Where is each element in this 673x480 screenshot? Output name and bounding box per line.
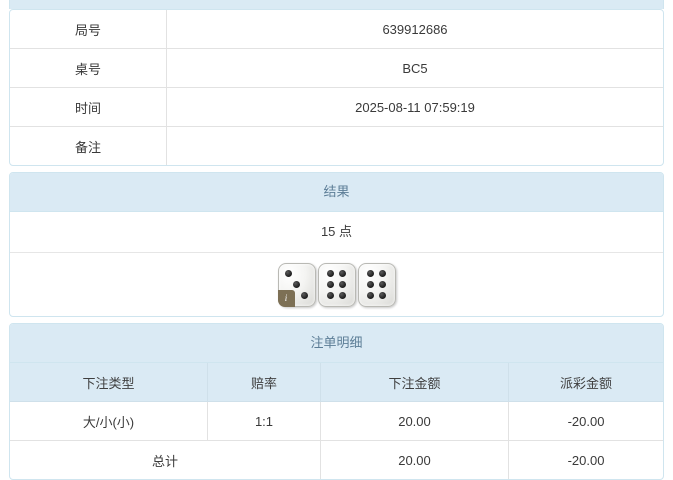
- dice-pip: [285, 270, 292, 278]
- table-row: 备注: [10, 126, 663, 165]
- cell-total-label: 总计: [10, 440, 321, 479]
- dice-pip: [301, 291, 308, 299]
- cell-total-payout: -20.00: [508, 440, 663, 479]
- result-points-text: 15 点: [10, 212, 663, 253]
- result-panel: 结果 15 点 i: [9, 172, 664, 317]
- dice-pip: [379, 280, 386, 288]
- table-row: 大/小(小) 1:1 20.00 -20.00: [10, 401, 663, 441]
- dice-pip: [367, 291, 374, 299]
- dice-pip: [327, 280, 334, 288]
- table-header-row: 下注类型 赔率 下注金额 派彩金额: [10, 363, 663, 402]
- dice-pip: [379, 291, 386, 299]
- info-value-round-no: 639912686: [166, 10, 663, 49]
- dice-pip: [327, 270, 334, 278]
- result-section-title: 结果: [10, 173, 663, 212]
- dice-pip: [293, 280, 300, 288]
- info-label-table-no: 桌号: [10, 48, 167, 88]
- table-row: 时间 2025-08-11 07:59:19: [10, 87, 663, 127]
- dice-pip: [327, 291, 334, 299]
- table-row: 桌号 BC5: [10, 48, 663, 88]
- column-header-bet-type: 下注类型: [10, 363, 208, 402]
- info-badge-icon[interactable]: i: [277, 289, 295, 307]
- bet-detail-panel: 注单明细 下注类型 赔率 下注金额 派彩金额 大/小(小) 1:1 20.00 …: [9, 323, 664, 480]
- dice-pip: [367, 280, 374, 288]
- cell-bet-type: 大/小(小): [10, 401, 208, 441]
- dice-icon: i: [277, 262, 316, 307]
- info-value-table-no: BC5: [166, 48, 663, 88]
- cell-payout: -20.00: [508, 401, 663, 441]
- bet-section-title: 注单明细: [10, 324, 663, 363]
- dice-icon: [317, 262, 356, 307]
- column-header-payout: 派彩金额: [508, 363, 663, 402]
- dice-pip: [339, 270, 346, 278]
- dice-pip: [339, 291, 346, 299]
- dice-container: i: [10, 253, 663, 316]
- round-info-panel: 局号 639912686 桌号 BC5 时间 2025-08-11 07:59:…: [9, 9, 664, 166]
- cell-odds: 1:1: [207, 401, 321, 441]
- dice-pip: [367, 270, 374, 278]
- info-value-remark: [166, 126, 663, 165]
- info-label-remark: 备注: [10, 126, 167, 165]
- info-label-round-no: 局号: [10, 10, 167, 49]
- cell-stake: 20.00: [320, 401, 509, 441]
- dice-pip: [379, 270, 386, 278]
- table-row: 局号 639912686: [10, 10, 663, 49]
- bet-detail-table: 下注类型 赔率 下注金额 派彩金额 大/小(小) 1:1 20.00 -20.0…: [10, 363, 663, 479]
- bet-result-page: 局号 639912686 桌号 BC5 时间 2025-08-11 07:59:…: [9, 0, 664, 480]
- info-value-time: 2025-08-11 07:59:19: [166, 87, 663, 127]
- cell-total-stake: 20.00: [320, 440, 509, 479]
- dice-pip: [339, 280, 346, 288]
- info-label-time: 时间: [10, 87, 167, 127]
- column-header-odds: 赔率: [207, 363, 321, 402]
- column-header-stake: 下注金额: [320, 363, 509, 402]
- round-info-table: 局号 639912686 桌号 BC5 时间 2025-08-11 07:59:…: [10, 10, 663, 165]
- dice-icon: [357, 262, 396, 307]
- table-total-row: 总计 20.00 -20.00: [10, 440, 663, 479]
- panel-header-strip-clipped: [9, 0, 664, 9]
